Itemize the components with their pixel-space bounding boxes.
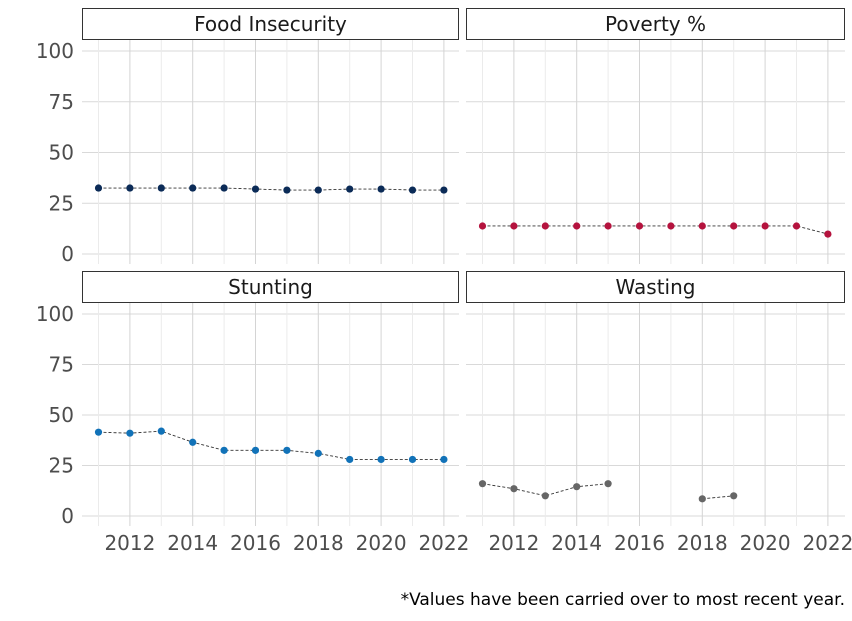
- x-tick-label: 2018: [677, 531, 728, 555]
- data-point: [377, 185, 385, 193]
- data-point: [377, 455, 385, 464]
- x-tick-label: 2020: [356, 531, 407, 555]
- facet-title: Wasting: [616, 275, 696, 299]
- series-line: [482, 225, 829, 235]
- series-line: [98, 187, 444, 191]
- panel-food-insecurity: Food Insecurity 0 25 50 75 100: [36, 8, 459, 266]
- data-point: [824, 230, 832, 238]
- data-point: [730, 492, 738, 500]
- data-point: [541, 492, 549, 500]
- data-point: [730, 222, 738, 230]
- x-tick-label: 2016: [230, 531, 281, 555]
- data-point: [251, 185, 260, 193]
- data-point: [510, 485, 518, 493]
- y-tick-label: 75: [49, 353, 74, 377]
- data-point: [478, 480, 487, 488]
- series-line: [702, 495, 734, 500]
- x-tick-label: 2012: [488, 531, 539, 555]
- data-point: [698, 222, 706, 230]
- data-point: [126, 184, 134, 192]
- data-point: [573, 222, 581, 230]
- data-point: [94, 184, 103, 192]
- data-point: [604, 222, 612, 230]
- data-point: [440, 186, 448, 194]
- data-point: [189, 184, 197, 192]
- data-point: [573, 483, 581, 491]
- facet-strip: [466, 271, 845, 303]
- data-point: [220, 446, 228, 454]
- data-point: [251, 446, 260, 454]
- facet-strip: [82, 271, 459, 303]
- y-tick-label: 100: [36, 302, 74, 326]
- data-point: [478, 222, 487, 230]
- data-point: [792, 222, 801, 230]
- data-point: [408, 455, 417, 464]
- x-tick-label: 2022: [418, 531, 469, 555]
- data-point: [635, 222, 644, 230]
- facet-title: Poverty %: [605, 12, 706, 36]
- data-point: [408, 186, 417, 194]
- panel-wasting: Wasting 2012 2014 2016 2018 2020 2022: [466, 271, 852, 555]
- x-tick-label: 2020: [740, 531, 791, 555]
- y-tick-label: 50: [49, 403, 74, 427]
- y-tick-label: 25: [49, 454, 74, 478]
- data-point: [604, 480, 612, 488]
- data-point: [698, 495, 706, 503]
- data-point: [126, 429, 134, 437]
- chart-caption: *Values have been carried over to most r…: [400, 590, 845, 610]
- facet-title: Food Insecurity: [194, 12, 347, 36]
- data-point: [157, 184, 165, 192]
- data-point: [283, 186, 291, 194]
- data-point: [510, 222, 518, 230]
- x-tick-label: 2018: [293, 531, 344, 555]
- y-tick-label: 0: [61, 504, 74, 528]
- data-point: [220, 184, 228, 192]
- facet-strip: [82, 8, 459, 40]
- x-tick-label: 2022: [802, 531, 852, 555]
- x-tick-label: 2016: [614, 531, 665, 555]
- data-point: [541, 222, 549, 230]
- x-tick-label: 2012: [104, 531, 155, 555]
- x-tick-label: 2014: [167, 531, 218, 555]
- data-point: [189, 438, 197, 446]
- data-point: [314, 186, 322, 194]
- data-point: [157, 427, 165, 435]
- y-tick-label: 50: [49, 141, 74, 165]
- y-tick-label: 0: [61, 242, 74, 266]
- panel-poverty: Poverty %: [466, 8, 845, 264]
- series-line: [98, 430, 444, 460]
- y-tick-label: 75: [49, 90, 74, 114]
- data-point: [761, 222, 769, 230]
- y-tick-label: 100: [36, 39, 74, 63]
- facet-title: Stunting: [228, 275, 313, 299]
- data-point: [346, 185, 354, 193]
- data-point: [314, 449, 322, 457]
- data-point: [346, 455, 354, 464]
- x-tick-label: 2014: [551, 531, 602, 555]
- facet-strip: [466, 8, 845, 40]
- data-point: [94, 428, 103, 436]
- y-tick-label: 25: [49, 191, 74, 215]
- panel-stunting: Stunting 0 25 50 75 100 2012 2014 2016 2018 2020 20…: [36, 271, 469, 555]
- data-point: [667, 222, 675, 230]
- series-line: [482, 483, 609, 497]
- data-point: [283, 446, 291, 454]
- data-point: [440, 455, 448, 464]
